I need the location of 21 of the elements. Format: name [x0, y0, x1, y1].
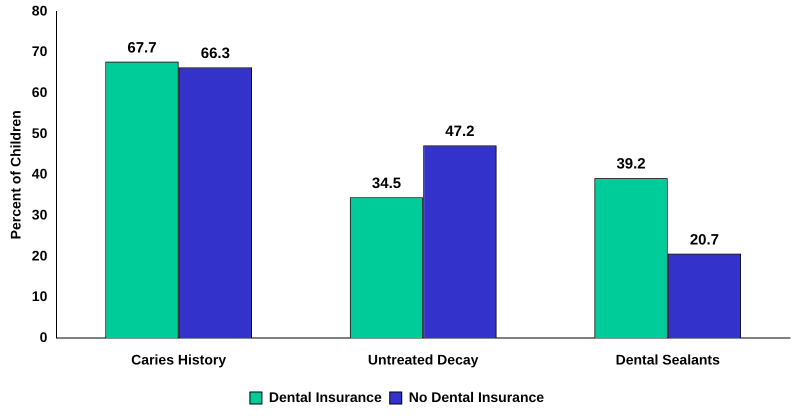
data-label: 67.7	[127, 39, 157, 56]
y-tick-label: 30	[32, 206, 48, 223]
y-tick-label: 70	[32, 43, 48, 60]
y-tick-label: 60	[32, 84, 48, 100]
legend-label: No Dental Insurance	[408, 388, 544, 405]
legend-label: Dental Insurance	[268, 388, 382, 405]
y-tick-label: 40	[32, 166, 48, 182]
x-tick-label: Caries History	[131, 351, 226, 368]
data-label: 66.3	[200, 45, 230, 62]
y-tick-label: 10	[32, 288, 48, 304]
x-tick-label: Untreated Decay	[368, 351, 479, 368]
y-tick-label: 80	[32, 2, 48, 18]
x-tick-label: Dental Sealants	[616, 351, 720, 368]
data-label: 20.7	[690, 231, 720, 248]
data-label: 47.2	[445, 123, 474, 140]
data-label: 34.5	[372, 174, 402, 192]
data-label: 39.2	[616, 156, 646, 173]
y-tick-label: 20	[32, 247, 48, 264]
y-axis-title: Percent of Children	[7, 110, 24, 240]
y-tick-label: 50	[32, 124, 48, 141]
y-tick-label: 0	[40, 329, 48, 346]
